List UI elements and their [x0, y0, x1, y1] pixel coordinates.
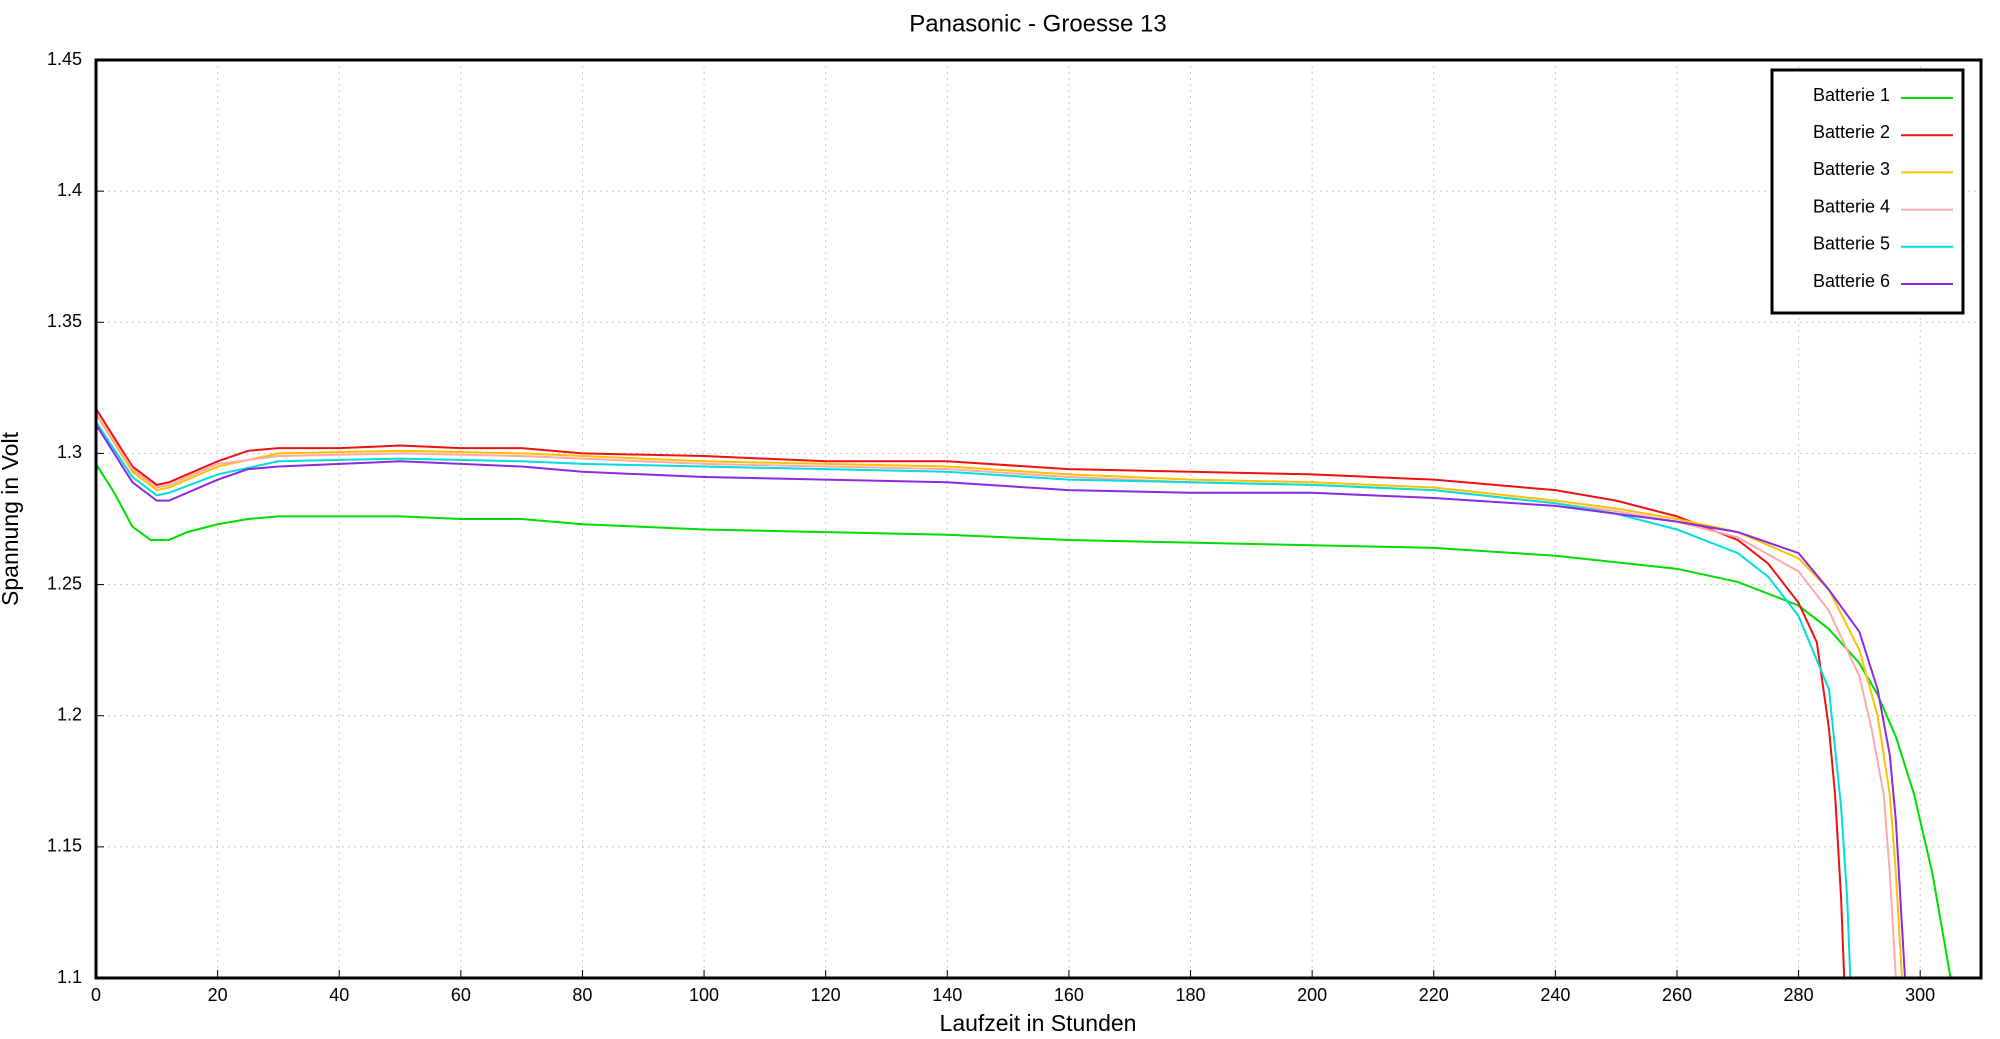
x-tick-label: 160: [1054, 985, 1084, 1005]
x-tick-label: 280: [1784, 985, 1814, 1005]
y-tick-label: 1.45: [47, 49, 82, 69]
x-tick-label: 80: [572, 985, 592, 1005]
series-line: [95, 413, 1897, 979]
y-tick-label: 1.35: [47, 311, 82, 331]
legend-label: Batterie 4: [1813, 196, 1890, 216]
legend-label: Batterie 1: [1813, 85, 1890, 105]
x-tick-label: 180: [1175, 985, 1205, 1005]
series-line: [95, 463, 1952, 979]
x-tick-label: 120: [811, 985, 841, 1005]
legend-label: Batterie 5: [1813, 234, 1890, 254]
y-tick-label: 1.3: [57, 442, 82, 462]
legend-label: Batterie 2: [1813, 122, 1890, 142]
x-tick-label: 240: [1540, 985, 1570, 1005]
y-tick-label: 1.1: [57, 967, 82, 987]
y-tick-label: 1.25: [47, 573, 82, 593]
x-axis-label: Laufzeit in Stunden: [940, 1010, 1137, 1036]
legend-box: [1770, 68, 1965, 315]
x-tick-label: 220: [1419, 985, 1449, 1005]
series-line: [95, 424, 1906, 979]
x-tick-label: 60: [451, 985, 471, 1005]
y-tick-label: 1.4: [57, 180, 82, 200]
x-tick-label: 200: [1297, 985, 1327, 1005]
y-axis-label: Spannung in Volt: [0, 431, 23, 606]
series-line: [95, 421, 1852, 979]
x-tick-label: 260: [1662, 985, 1692, 1005]
x-tick-label: 140: [932, 985, 962, 1005]
x-tick-label: 20: [208, 985, 228, 1005]
series-line: [95, 408, 1846, 979]
chart-title: Panasonic - Groesse 13: [909, 10, 1166, 37]
x-tick-label: 40: [329, 985, 349, 1005]
x-tick-label: 0: [91, 985, 101, 1005]
x-tick-label: 300: [1905, 985, 1935, 1005]
legend-label: Batterie 3: [1813, 159, 1890, 179]
series-line: [95, 413, 1903, 979]
y-tick-label: 1.15: [47, 836, 82, 856]
plot-frame: [94, 58, 1983, 980]
legend-label: Batterie 6: [1813, 271, 1890, 291]
y-tick-label: 1.2: [57, 704, 82, 724]
x-tick-label: 100: [689, 985, 719, 1005]
